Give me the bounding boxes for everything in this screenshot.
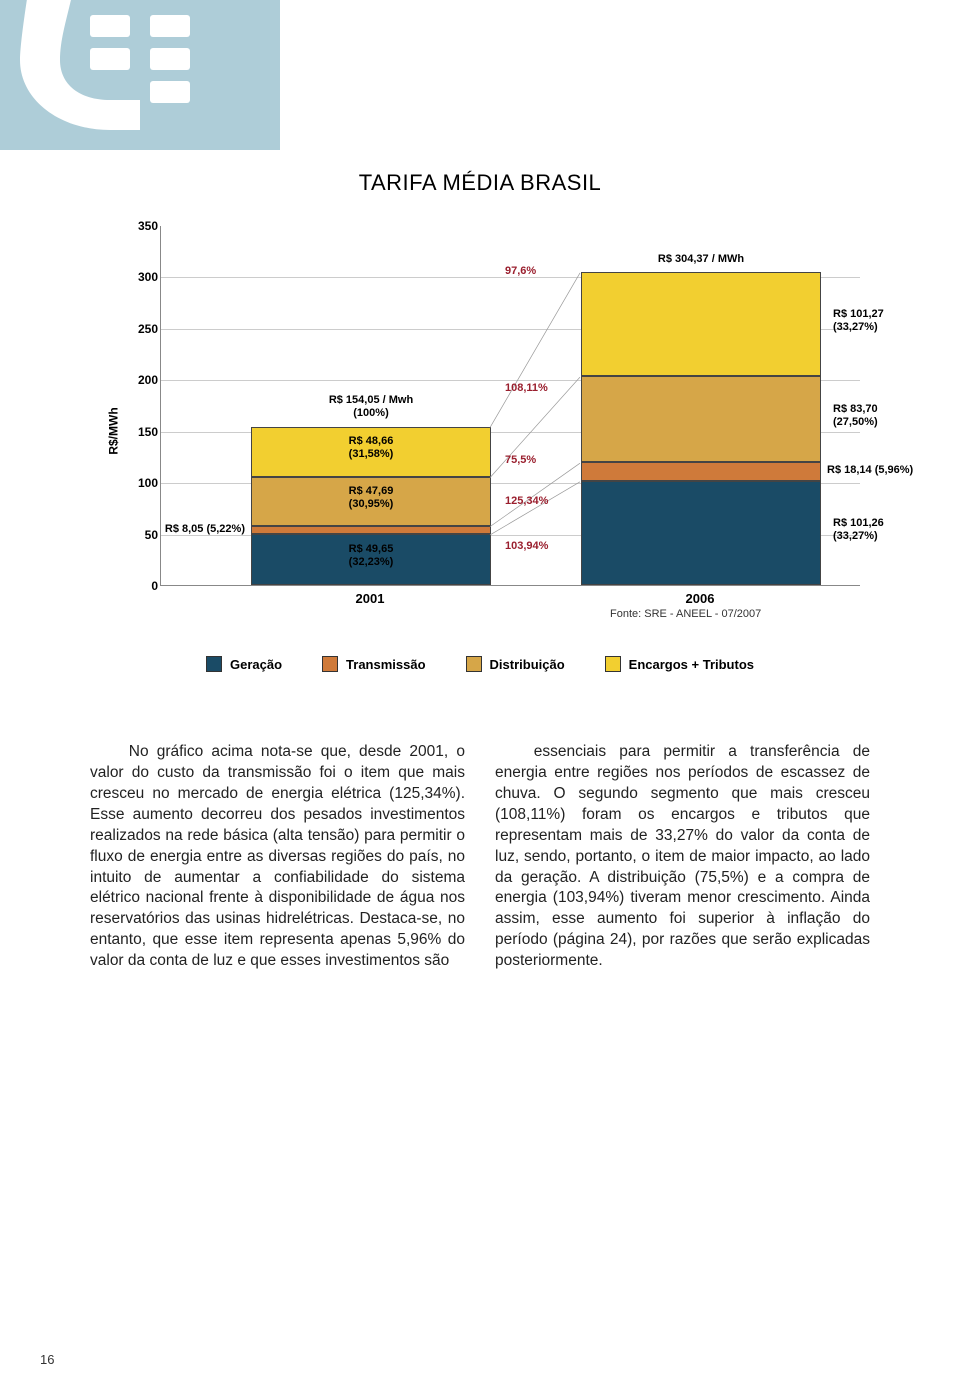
chart-plot: R$ 154,05 / Mwh (100%) R$ 49,65 (32,23%) R…: [160, 226, 860, 586]
segment-label: R$ 18,14 (5,96%): [827, 464, 913, 477]
bar-total-label: R$ 154,05 / Mwh (100%): [329, 394, 413, 420]
y-tick: 50: [130, 528, 158, 542]
y-axis-label: R$/MWh: [107, 407, 121, 454]
growth-label: 103,94%: [505, 540, 548, 552]
growth-label: 125,34%: [505, 495, 548, 507]
bar-segment-geracao: [581, 481, 821, 585]
legend-label: Encargos + Tributos: [629, 657, 754, 672]
x-axis-label: 2006: [580, 591, 820, 606]
growth-label: 75,5%: [505, 454, 536, 466]
y-tick: 250: [130, 322, 158, 336]
y-tick: 0: [130, 579, 158, 593]
body-text: No gráfico acima nota-se que, desde 2001…: [90, 742, 870, 972]
page-number: 16: [40, 1352, 54, 1367]
segment-label: R$ 47,69 (30,95%): [349, 485, 394, 511]
legend-label: Distribuição: [490, 657, 565, 672]
bar-segment-transmissao: [251, 526, 491, 534]
segment-label: R$ 8,05 (5,22%): [165, 523, 245, 536]
legend-item-distribuicao: Distribuição: [466, 656, 565, 672]
y-tick: 200: [130, 373, 158, 387]
chart-source: Fonte: SRE - ANEEL - 07/2007: [610, 608, 761, 620]
chart: R$/MWh R$ 154,05 / Mwh (100%) R$ 49,65 (3…: [90, 226, 870, 636]
legend-label: Geração: [230, 657, 282, 672]
legend-item-geracao: Geração: [206, 656, 282, 672]
text-column-2: essenciais para permitir a transferência…: [495, 742, 870, 972]
legend-label: Transmissão: [346, 657, 426, 672]
bar-segment-distribuicao: [581, 376, 821, 462]
segment-label: R$ 101,26 (33,27%): [833, 517, 884, 543]
segment-label: R$ 48,66 (31,58%): [349, 435, 394, 461]
legend-swatch: [322, 656, 338, 672]
header-logo-bg: [0, 0, 280, 150]
text-column-1: No gráfico acima nota-se que, desde 2001…: [90, 742, 465, 972]
y-tick: 150: [130, 425, 158, 439]
segment-label: R$ 83,70 (27,50%): [833, 403, 878, 429]
segment-label: R$ 49,65 (32,23%): [349, 543, 394, 569]
legend-swatch: [466, 656, 482, 672]
legend-item-encargos: Encargos + Tributos: [605, 656, 754, 672]
page-content: TARIFA MÉDIA BRASIL R$/MWh R$ 154,05 / M…: [0, 170, 960, 972]
bar-total-label: R$ 304,37 / MWh: [658, 253, 744, 266]
growth-label: 108,11%: [505, 382, 548, 394]
y-tick: 100: [130, 476, 158, 490]
legend-swatch: [605, 656, 621, 672]
chart-legend: Geração Transmissão Distribuição Encargos +…: [90, 656, 870, 672]
y-tick: 300: [130, 270, 158, 284]
segment-label: R$ 101,27 (33,27%): [833, 308, 884, 334]
legend-swatch: [206, 656, 222, 672]
legend-item-transmissao: Transmissão: [322, 656, 426, 672]
bar-segment-transmissao: [581, 462, 821, 481]
growth-label-total: 97,6%: [505, 265, 536, 277]
x-axis-label: 2001: [250, 591, 490, 606]
bar-segment-encargos: [581, 272, 821, 376]
y-tick: 350: [130, 219, 158, 233]
chart-title: TARIFA MÉDIA BRASIL: [90, 170, 870, 196]
